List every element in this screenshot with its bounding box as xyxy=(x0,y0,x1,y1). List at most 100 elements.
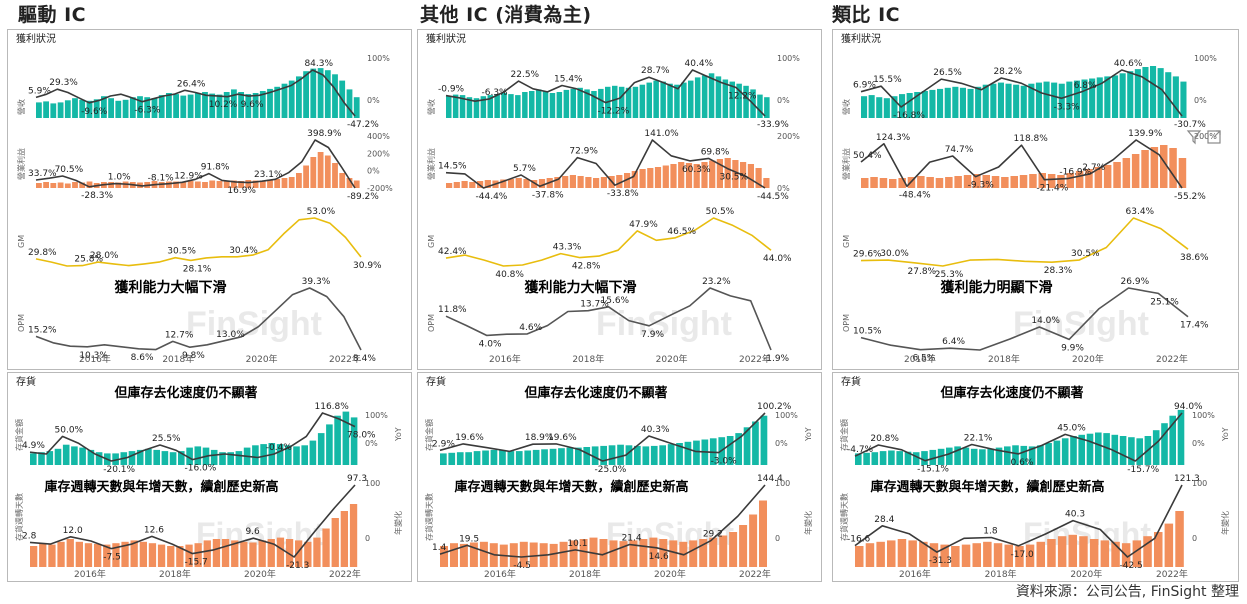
bar xyxy=(452,94,459,118)
tick-label: 2022年 xyxy=(329,353,361,365)
tick-label: 100% xyxy=(777,54,800,63)
bar xyxy=(678,162,685,188)
visual-header-icons[interactable] xyxy=(1186,129,1226,149)
bar xyxy=(166,181,172,188)
bar xyxy=(593,178,600,188)
series-line xyxy=(439,412,766,462)
data-label: 12.6 xyxy=(144,525,164,535)
bar xyxy=(1150,147,1159,188)
annotation: 獲利能力明顯下滑 xyxy=(941,279,1053,296)
inventory-panel: 存貨 FinSight 但庫存去化速度仍不顯著 存貨金額 20.8% -4.7% -15.1… xyxy=(832,372,1239,582)
bar xyxy=(583,447,591,465)
data-label: 17.4% xyxy=(1180,321,1209,331)
series-line xyxy=(35,287,362,351)
data-label: 29.6% xyxy=(853,250,882,260)
bar xyxy=(293,446,300,465)
bar xyxy=(178,451,185,465)
bar xyxy=(729,81,735,118)
bar xyxy=(1068,534,1077,567)
data-label: 100.2% xyxy=(757,402,792,412)
data-label: 30.0% xyxy=(880,249,909,259)
bar xyxy=(260,444,267,465)
bar xyxy=(538,179,546,188)
bar xyxy=(699,539,708,567)
bar xyxy=(709,160,716,188)
bar xyxy=(566,447,574,465)
bar xyxy=(559,541,568,567)
tick-label: 400% xyxy=(367,132,390,141)
bar xyxy=(1100,540,1110,567)
data-label: 6.8% xyxy=(1074,81,1097,91)
profit-panel: 獲利狀況 FinSight 營收 5.9% 29.3% -9.6% -6.3% 26.4% 10… xyxy=(7,29,412,370)
bar xyxy=(529,91,535,118)
annotation: 獲利能力大幅下滑 xyxy=(115,279,227,296)
bar xyxy=(285,539,294,567)
tick-label: 2018年 xyxy=(988,353,1020,365)
axis-label: 存貨週轉天數 xyxy=(839,493,849,541)
bar xyxy=(863,452,870,465)
bar xyxy=(919,541,928,567)
bar xyxy=(1073,80,1080,118)
bar xyxy=(187,94,194,118)
data-label: 74.7% xyxy=(945,145,974,155)
profit-panel: 獲利狀況 FinSight 營收 -0.9% -6.3% 22.5% 15.4% -12.2%… xyxy=(417,29,822,370)
bar xyxy=(202,182,208,188)
data-label: 6.9% xyxy=(853,81,876,91)
data-label: 28.7% xyxy=(641,66,670,76)
data-label: 10.3% xyxy=(79,351,108,361)
section-label: 存貨 xyxy=(426,375,446,388)
bar xyxy=(1112,75,1119,118)
expand-icon[interactable] xyxy=(1207,130,1221,144)
bar xyxy=(1043,81,1050,118)
bar xyxy=(245,180,252,188)
bar xyxy=(642,446,650,465)
bar xyxy=(238,92,244,118)
bar xyxy=(515,451,523,465)
bar xyxy=(487,95,493,118)
data-label: 1.0% xyxy=(108,173,131,183)
bar xyxy=(95,452,103,465)
bar xyxy=(216,181,223,188)
bar xyxy=(556,92,563,118)
bar xyxy=(1037,445,1044,465)
data-label: 28.4 xyxy=(874,515,894,525)
bar xyxy=(1081,79,1088,118)
filter-icon[interactable] xyxy=(1186,130,1202,145)
axis-label: 年變化 xyxy=(803,511,813,535)
bar xyxy=(267,179,273,188)
data-label: 139.9% xyxy=(1128,129,1163,139)
data-label: 40.3 xyxy=(1065,510,1085,520)
data-label: 97.3 xyxy=(347,474,367,484)
bar xyxy=(1127,71,1134,118)
data-label: 11.8% xyxy=(438,305,467,315)
data-label: 10.2% xyxy=(209,100,238,110)
tick-label: 100% xyxy=(1192,411,1215,420)
data-label: 14.0% xyxy=(1031,316,1060,326)
bar xyxy=(669,540,678,567)
bar xyxy=(760,415,768,465)
bar xyxy=(1132,540,1142,567)
bar xyxy=(716,159,723,188)
tick-label: 2016年 xyxy=(899,568,931,580)
bar xyxy=(1164,523,1174,567)
bar xyxy=(653,80,659,118)
bar xyxy=(346,89,353,118)
axis-label: 年變化 xyxy=(393,511,403,535)
bar xyxy=(473,451,481,465)
bar xyxy=(1111,434,1119,465)
bar xyxy=(209,180,216,188)
bar xyxy=(979,449,986,465)
bar xyxy=(879,178,888,188)
bar xyxy=(1103,433,1110,465)
tick-label: 2020年 xyxy=(656,353,688,365)
bar xyxy=(1057,536,1067,567)
data-label: -16.0% xyxy=(185,464,217,474)
bar xyxy=(186,447,193,465)
data-label: -3.0% xyxy=(711,457,738,467)
axis-label: YoY xyxy=(1221,427,1230,442)
data-label: 30.5% xyxy=(719,173,748,183)
data-label: 5.7% xyxy=(513,164,536,174)
bar xyxy=(57,541,65,567)
bar xyxy=(180,182,187,188)
bar xyxy=(967,88,974,118)
